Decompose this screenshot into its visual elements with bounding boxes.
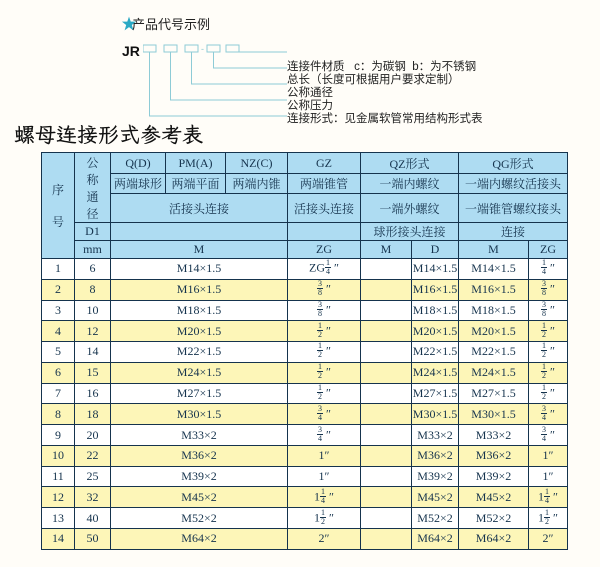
svg-text:-: - [201, 44, 204, 54]
